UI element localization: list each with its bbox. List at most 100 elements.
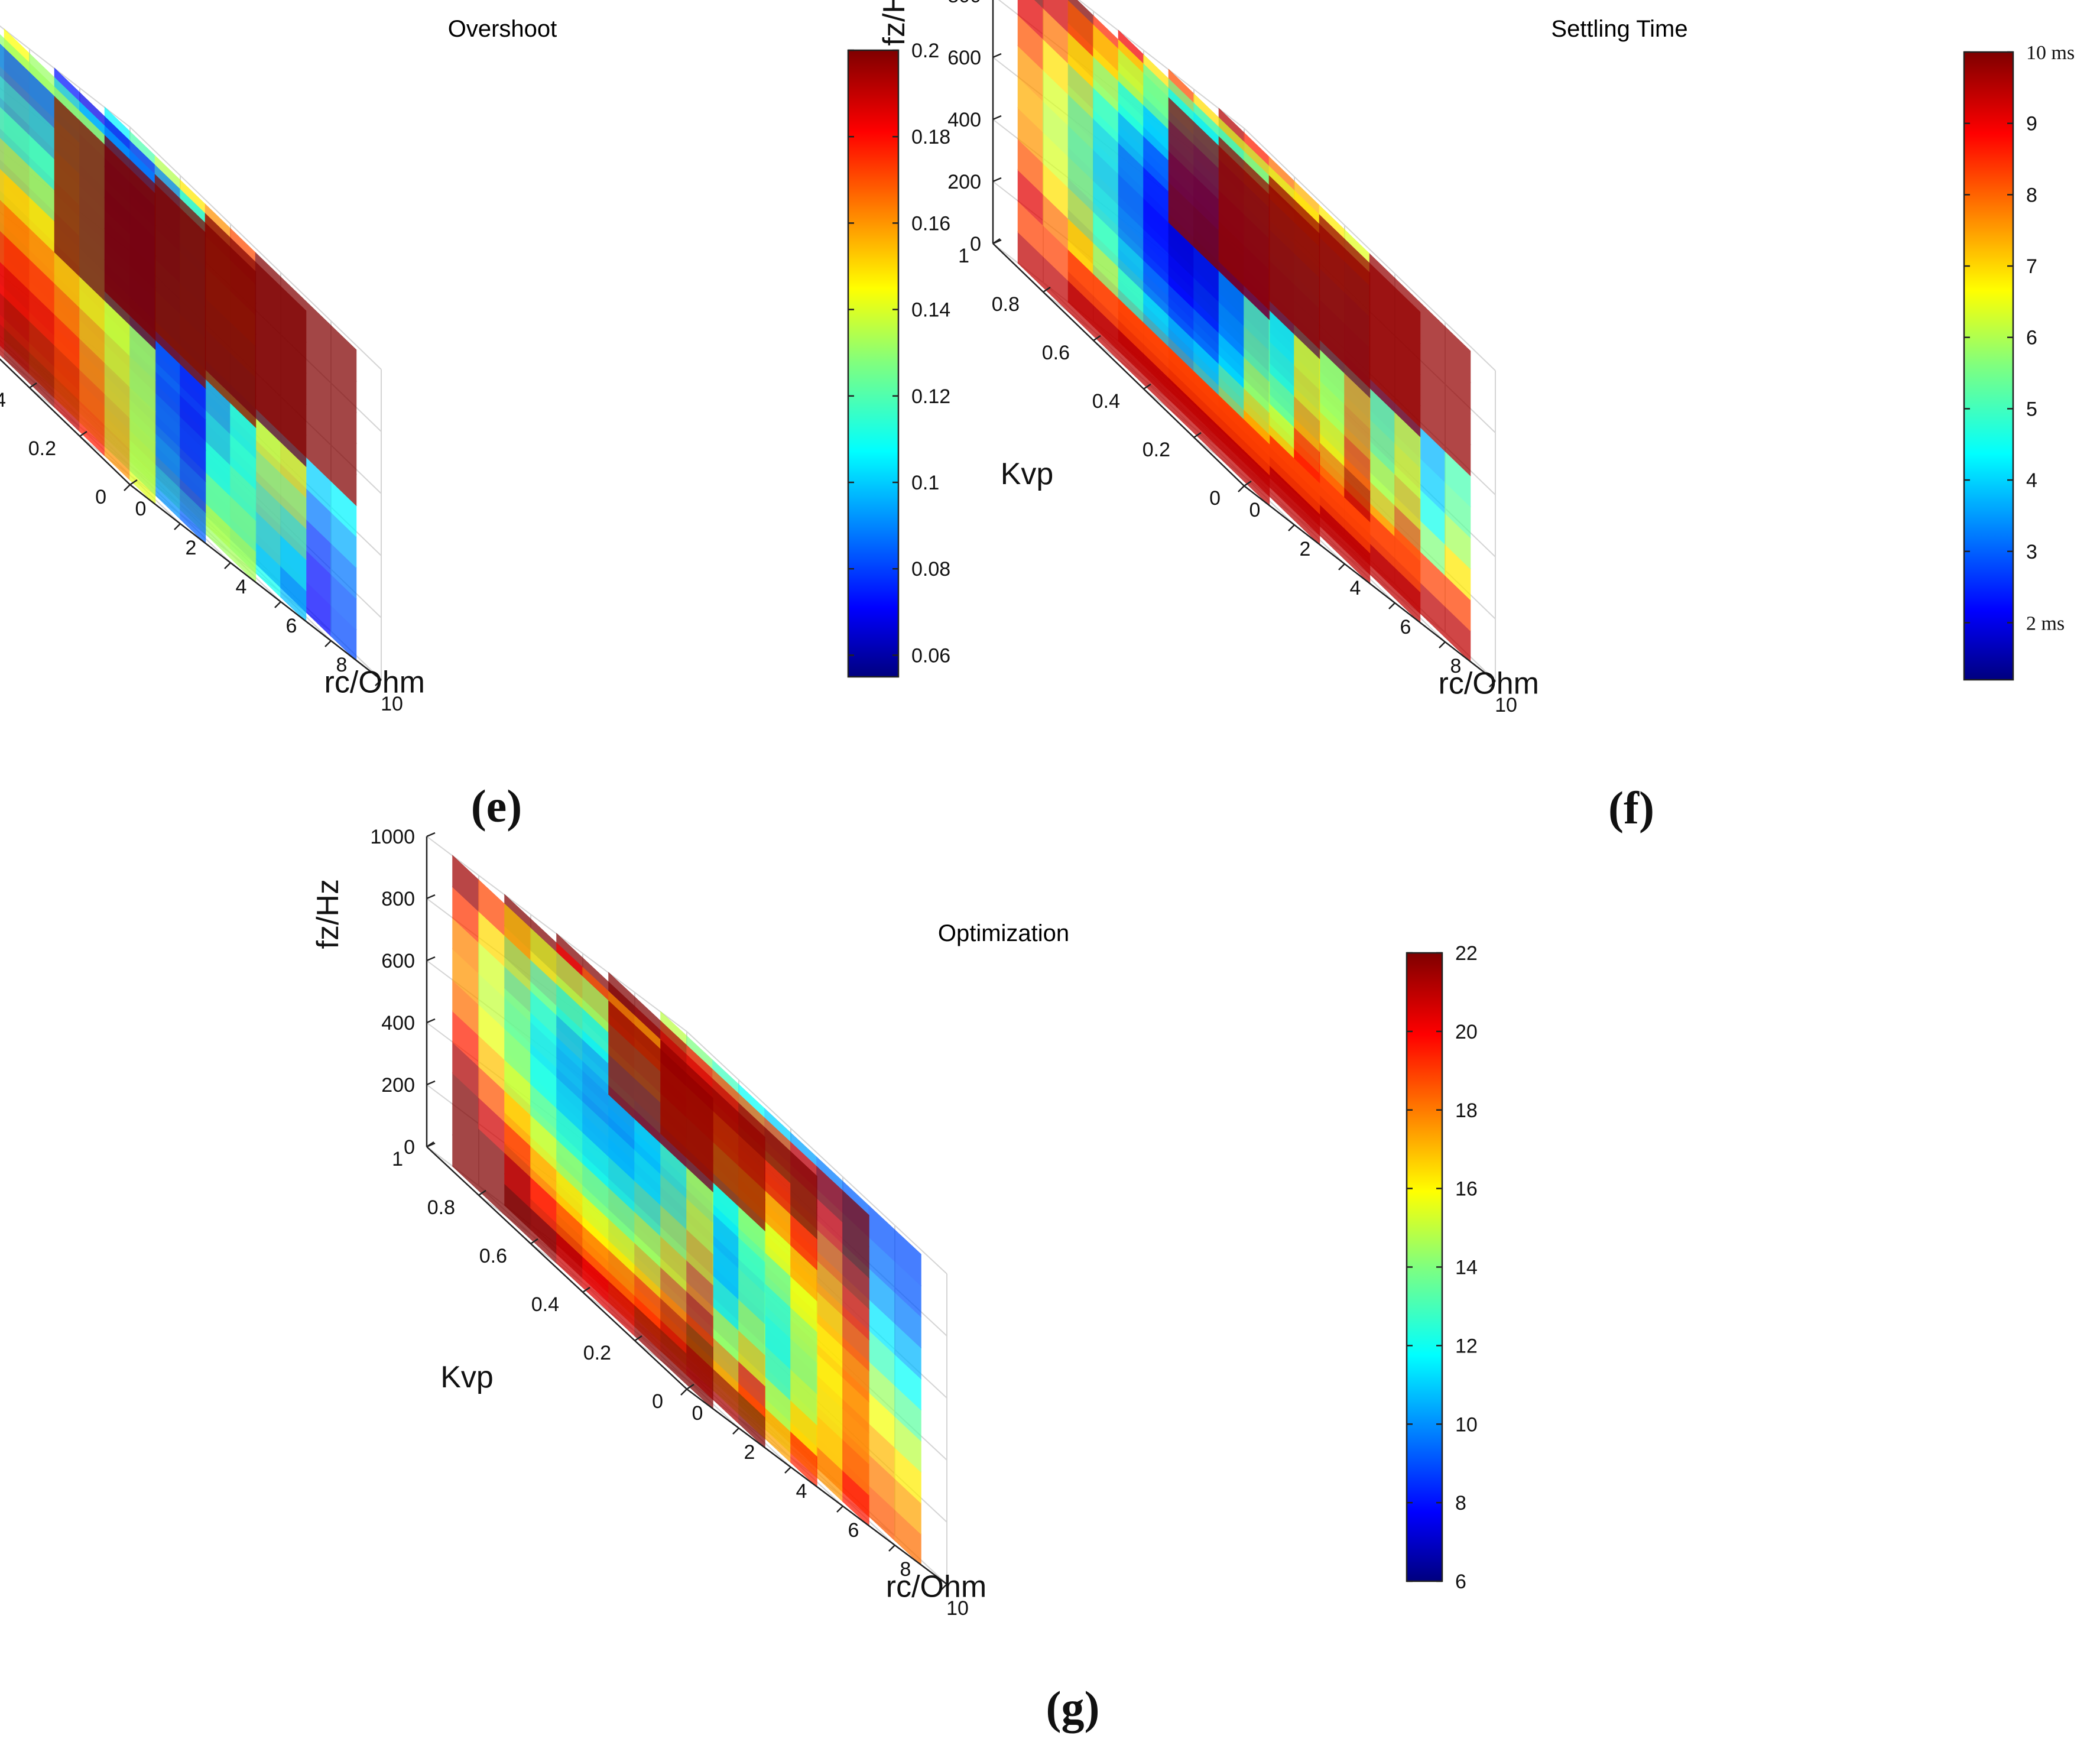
y-tick-label: 1 xyxy=(958,245,969,267)
plot-title: Optimization xyxy=(938,920,1069,946)
y-tick-label: 0 xyxy=(95,486,106,508)
colorbar-tick-label: 22 xyxy=(1455,942,1478,965)
x-tick-label: 2 xyxy=(744,1441,755,1464)
y-axis-label: Kvp xyxy=(440,1360,494,1394)
x-tick-label: 10 xyxy=(381,693,403,715)
slice-cell xyxy=(686,1073,713,1131)
z-tick-label: 800 xyxy=(947,0,981,7)
x-tick-label: 4 xyxy=(236,576,247,598)
slice-cell xyxy=(1034,0,1044,9)
panel-g: 024681000.20.40.60.8102004006008001000rc… xyxy=(311,826,1478,1733)
z-tick-label: 600 xyxy=(381,950,415,972)
y-tick-label: 0.4 xyxy=(0,389,6,411)
slice-cell xyxy=(129,168,156,226)
colorbar-tick-label: 0.2 xyxy=(911,40,939,62)
x-tick-label: 8 xyxy=(336,654,348,676)
z-tick-label: 1000 xyxy=(370,826,415,848)
x-tick-label: 10 xyxy=(946,1597,969,1620)
x-tick-label: 6 xyxy=(848,1519,859,1542)
z-axis-label: fz/Hz xyxy=(311,879,345,949)
z-tick-label: 0 xyxy=(970,233,981,255)
colorbar-tick-label: 9 xyxy=(2026,113,2037,135)
slice-cell xyxy=(790,1151,817,1209)
colorbar-tick-label: 8 xyxy=(1455,1492,1466,1514)
x-axis-label: rc/Ohm xyxy=(324,666,425,700)
z-tick-label: 0 xyxy=(404,1136,415,1159)
panel-caption: (f) xyxy=(1608,782,1654,833)
slice-cell xyxy=(1344,248,1371,306)
y-tick-label: 0.2 xyxy=(583,1342,611,1364)
y-tick-label: 0.4 xyxy=(1092,390,1120,413)
colorbar-tick-label: 8 xyxy=(2026,184,2037,206)
colorbar-tick-label: 0.14 xyxy=(911,299,950,322)
plot-title: Overshoot xyxy=(448,16,557,42)
colorbar-gradient xyxy=(847,49,900,678)
z-tick-label: 800 xyxy=(381,888,415,910)
panel-g-axes: 024681000.20.40.60.8102004006008001000rc… xyxy=(311,826,986,1620)
slice-cell xyxy=(738,1112,765,1170)
panel-caption: (e) xyxy=(471,780,522,832)
slice-cell xyxy=(1294,209,1320,267)
y-tick-label: 0.4 xyxy=(531,1293,559,1316)
y-tick-label: 0 xyxy=(652,1390,663,1413)
x-tick-label: 6 xyxy=(286,615,297,637)
slice-cell xyxy=(330,325,357,382)
slice-cell xyxy=(1445,326,1471,384)
colorbar-gradient xyxy=(1963,51,2014,681)
colorbar-tick-label: 6 xyxy=(2026,327,2037,349)
colorbar-tick-label: 0.1 xyxy=(911,472,939,494)
slice-cell xyxy=(180,207,206,265)
z-tick-label: 400 xyxy=(947,109,981,131)
z-tick-label: 600 xyxy=(947,47,981,69)
panel-f-colorbar: 2 ms 3 4 5 6 7 8 9 10 ms xyxy=(1963,42,2075,681)
x-tick-label: 2 xyxy=(186,537,197,559)
panel-f: 024681000.20.40.60.8102004006008001000rc… xyxy=(877,0,2075,833)
colorbar-tick-label: 12 xyxy=(1455,1335,1478,1357)
colorbar-tick-label: 0.08 xyxy=(911,558,950,580)
colorbar-tick-label: 6 xyxy=(1455,1571,1466,1593)
panel-e-slice-rc-1 xyxy=(0,43,156,505)
colorbar-tick-label: 5 xyxy=(2026,398,2037,420)
panel-e-axes: 024681000.20.40.60.8102004006008001000rc… xyxy=(0,358,425,715)
z-tick-label: 400 xyxy=(381,1012,415,1034)
colorbar-tick-label: 0.16 xyxy=(911,212,950,235)
slice-cell xyxy=(280,286,307,343)
x-tick-label: 0 xyxy=(692,1402,703,1425)
colorbar-tick-label: 0.12 xyxy=(911,385,950,408)
z-tick-label: 200 xyxy=(381,1074,415,1097)
colorbar-tick-label: 18 xyxy=(1455,1099,1478,1122)
panel-g-colorbar: 6 8 10 12 14 16 18 20 22 xyxy=(1406,942,1478,1593)
y-tick-label: 0.2 xyxy=(28,437,56,460)
slice-cell xyxy=(894,1229,921,1287)
colorbar-tick-label: 10 xyxy=(1455,1413,1478,1436)
colorbar-tick-label: 7 xyxy=(2026,255,2037,278)
y-tick-label: 0.6 xyxy=(1042,342,1070,364)
x-tick-label: 8 xyxy=(900,1558,911,1581)
x-tick-label: 0 xyxy=(135,498,147,520)
panel-e: 024681000.20.40.60.8102004006008001000rc… xyxy=(0,16,950,832)
x-tick-label: 4 xyxy=(796,1480,807,1503)
colorbar-tick-label: 0.06 xyxy=(911,644,950,667)
panel-f-slice-rc-1 xyxy=(1017,0,1270,507)
panel-e-colorbar: 0.06 0.08 0.1 0.12 0.14 0.16 0.18 0.2 xyxy=(847,40,950,678)
y-tick-label: 0.8 xyxy=(992,293,1020,316)
y-tick-label: 1 xyxy=(392,1148,403,1170)
slice-cell xyxy=(230,246,257,304)
x-tick-label: 6 xyxy=(1400,616,1411,638)
x-tick-label: 4 xyxy=(1350,577,1361,599)
y-tick-label: 0.6 xyxy=(479,1245,507,1267)
colorbar-tick-label: 20 xyxy=(1455,1021,1478,1043)
colorbar-tick-label: 4 xyxy=(2026,469,2037,492)
panel-g-slice-rc-1 xyxy=(452,855,713,1410)
x-tick-label: 10 xyxy=(1495,694,1517,716)
z-axis-label: fz/Hz xyxy=(877,0,911,46)
y-axis-label: Kvp xyxy=(1001,457,1054,491)
x-tick-label: 0 xyxy=(1249,499,1261,521)
panel-f-axes: 024681000.20.40.60.8102004006008001000rc… xyxy=(877,0,1539,716)
slice-cell xyxy=(1244,170,1270,228)
colorbar-tick-label: 14 xyxy=(1455,1257,1478,1279)
slice-cell xyxy=(842,1190,869,1248)
z-tick-label: 200 xyxy=(947,171,981,193)
panel-caption: (g) xyxy=(1046,1682,1100,1733)
